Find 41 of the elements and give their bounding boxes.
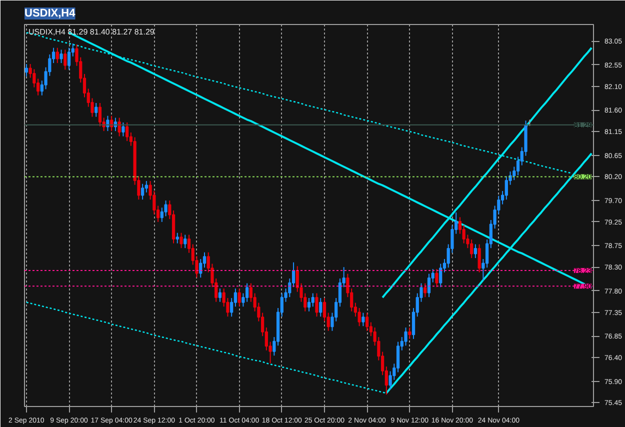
candlestick	[67, 47, 71, 70]
candlestick	[60, 49, 63, 64]
candlestick	[315, 292, 318, 318]
candlestick	[246, 282, 249, 302]
candlestick	[435, 268, 438, 288]
candlestick	[98, 102, 102, 127]
candlestick	[160, 207, 164, 222]
candlestick	[462, 224, 466, 244]
candlestick	[427, 273, 431, 298]
candlestick	[199, 258, 202, 278]
candlestick	[140, 183, 144, 200]
candlestick	[180, 232, 183, 249]
candlestick	[478, 244, 481, 273]
chart-title: USDIX,H4	[24, 8, 76, 20]
candlestick	[365, 312, 369, 332]
candlestick	[64, 49, 67, 70]
candlestick	[106, 115, 110, 132]
candlestick	[474, 244, 478, 259]
candlestick	[122, 122, 125, 137]
candlestick	[218, 288, 222, 302]
candlestick	[56, 47, 59, 64]
candlestick	[362, 312, 365, 327]
candlestick	[470, 239, 474, 259]
candlestick	[396, 341, 400, 373]
annotation: USDIX,H4 81.29 81.40 81.27 81.29	[28, 28, 155, 36]
candlestick	[126, 122, 129, 142]
candlestick	[358, 308, 361, 327]
candlestick	[311, 292, 314, 308]
candlestick	[319, 298, 322, 318]
candlestick	[439, 263, 442, 288]
candlestick	[307, 298, 311, 312]
candlestick	[184, 234, 187, 249]
candlestick	[176, 232, 179, 244]
candlestick	[238, 288, 241, 308]
candlestick	[144, 180, 148, 193]
candlestick	[94, 102, 98, 118]
candlestick	[424, 282, 427, 298]
candlestick	[404, 327, 408, 346]
candlestick	[408, 327, 412, 340]
candlestick	[504, 176, 508, 200]
candlestick	[24, 63, 28, 77]
